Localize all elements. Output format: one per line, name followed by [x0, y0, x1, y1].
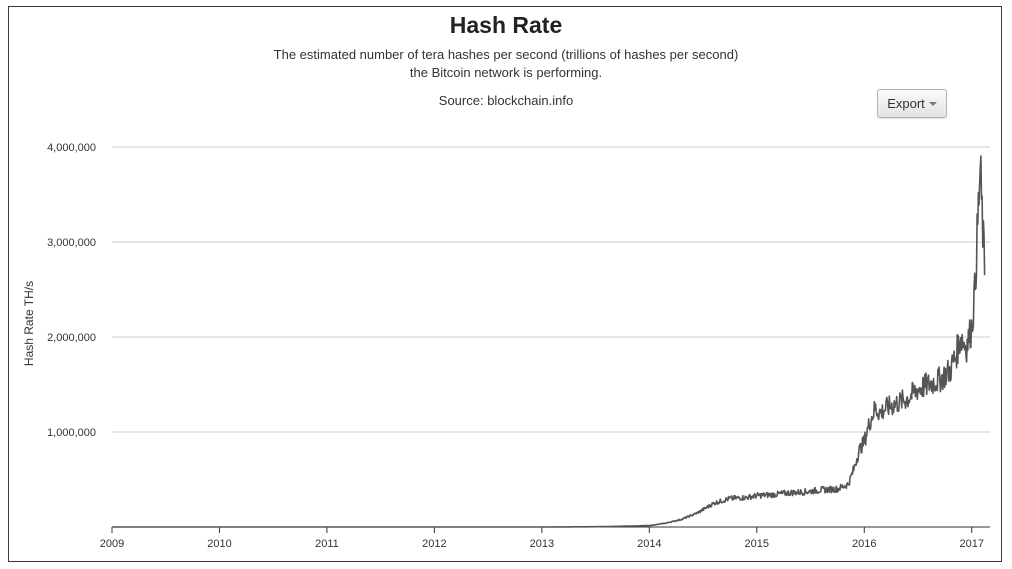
y-tick-label: 4,000,000: [47, 142, 96, 154]
y-tick-label: 2,000,000: [47, 332, 96, 344]
chart-frame: [8, 6, 1002, 562]
chevron-down-icon: [928, 101, 937, 106]
chart-subtitle-line2: the Bitcoin network is performing.: [409, 65, 603, 80]
x-tick-label: 2016: [852, 538, 876, 550]
x-tick-label: 2011: [315, 538, 339, 550]
x-tick-label: 2017: [959, 538, 983, 550]
x-tick-label: 2014: [637, 538, 661, 550]
y-tick-label: 1,000,000: [47, 427, 96, 439]
y-tick-label: 3,000,000: [47, 237, 96, 249]
y-axis-title: Hash Rate TH/s: [22, 281, 36, 366]
series-line: [111, 155, 986, 528]
y-axis-ticks: 1,000,000 2,000,000 3,000,000 4,000,000: [47, 142, 96, 439]
chart-subtitle-line1: The estimated number of tera hashes per …: [273, 47, 739, 62]
x-tick-label: 2009: [100, 538, 124, 550]
chart-title: Hash Rate: [449, 12, 563, 38]
export-button[interactable]: Export: [877, 89, 947, 118]
x-tick-label: 2012: [422, 538, 446, 550]
chart-source: Source: blockchain.info: [438, 93, 574, 108]
grid-lines: [112, 146, 990, 433]
x-tick-label: 2015: [745, 538, 769, 550]
x-tick-label: 2010: [207, 538, 231, 550]
export-button-label: Export: [887, 96, 925, 111]
series-hash-rate: [111, 155, 986, 528]
x-tick-label: 2013: [530, 538, 554, 550]
x-axis-ticks: 2009 2010 2011 2012 2013 2014 2015 2016 2017: [100, 527, 984, 550]
